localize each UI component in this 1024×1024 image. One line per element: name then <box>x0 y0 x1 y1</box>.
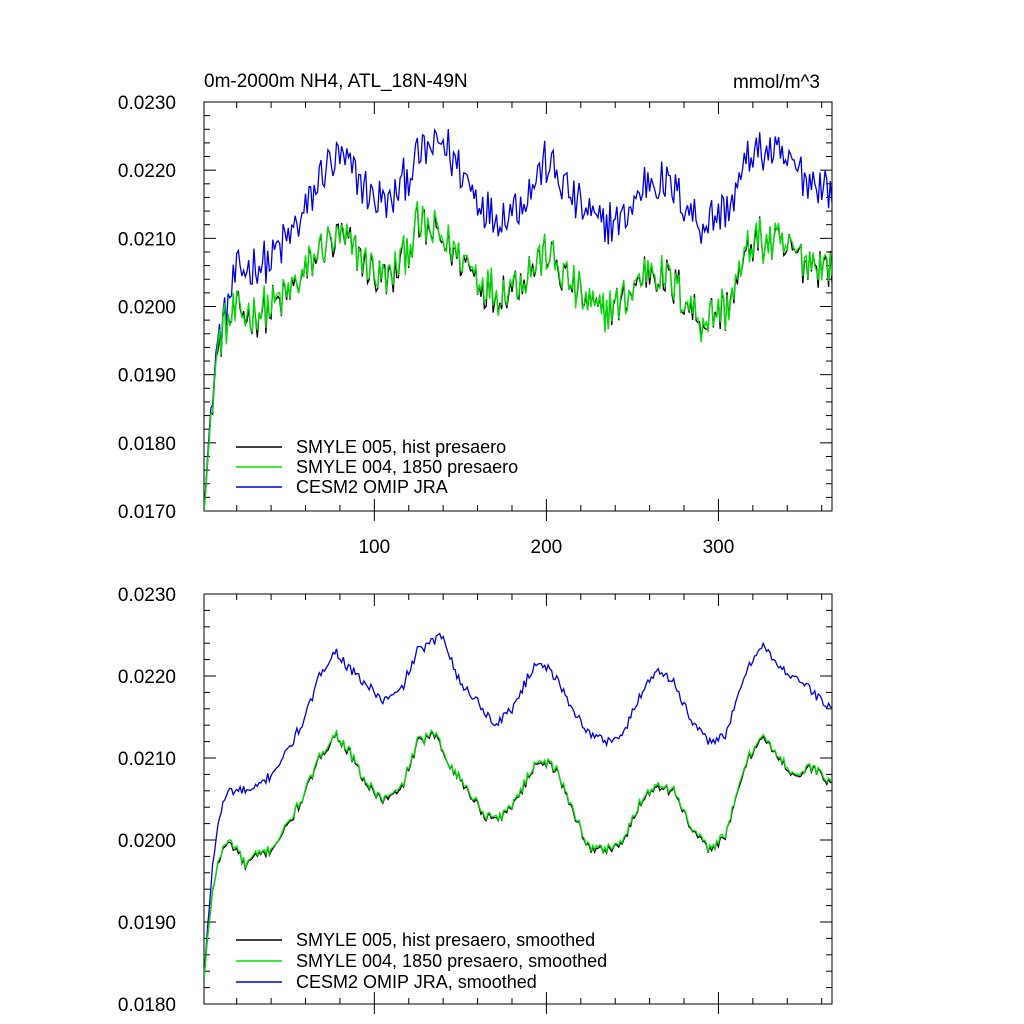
legend-label: CESM2 OMIP JRA, smoothed <box>296 972 537 992</box>
legend-label: CESM2 OMIP JRA <box>296 477 448 497</box>
x-tick-label: 100 <box>358 537 390 558</box>
chart-title: 0m-2000m NH4, ATL_18N-49N <box>204 71 468 92</box>
y-tick-label: 0.0180 <box>118 434 176 455</box>
units-label: mmol/m^3 <box>733 72 820 93</box>
y-tick-label: 0.0200 <box>118 831 176 852</box>
series-line-1 <box>204 201 832 511</box>
y-tick-label: 0.0190 <box>118 366 176 387</box>
y-tick-label: 0.0180 <box>118 995 176 1016</box>
plot-frame <box>203 593 833 1005</box>
top-panel: 0.0170 0.0180 0.0190 0.0200 0.0210 0.0220 0.02… <box>118 71 833 558</box>
y-tick-label: 0.0200 <box>118 298 176 319</box>
y-tick-label: 0.0170 <box>118 502 176 523</box>
y-tick-label: 0.0210 <box>118 229 176 250</box>
y-tick-label: 0.0220 <box>118 667 176 688</box>
y-tick-label: 0.0230 <box>118 585 176 606</box>
series-line-1 <box>204 729 832 980</box>
x-tick-label: 300 <box>703 537 735 558</box>
y-tick-label: 0.0210 <box>118 749 176 770</box>
y-tick-label: 0.0220 <box>118 161 176 182</box>
legend-label: SMYLE 004, 1850 presaero <box>296 457 518 477</box>
series-line-2 <box>204 128 832 511</box>
y-tick-label: 0.0230 <box>118 93 176 114</box>
x-tick-label: 200 <box>531 537 563 558</box>
legend-label: SMYLE 004, 1850 presaero, smoothed <box>296 951 607 971</box>
legend-label: SMYLE 005, hist presaero, smoothed <box>296 930 595 950</box>
bottom-panel: 0.0180 0.0190 0.0200 0.0210 0.0220 0.0230 SMYL… <box>118 585 833 1016</box>
legend-label: SMYLE 005, hist presaero <box>296 437 506 457</box>
y-tick-label: 0.0190 <box>118 913 176 934</box>
series-line-2 <box>204 632 832 980</box>
